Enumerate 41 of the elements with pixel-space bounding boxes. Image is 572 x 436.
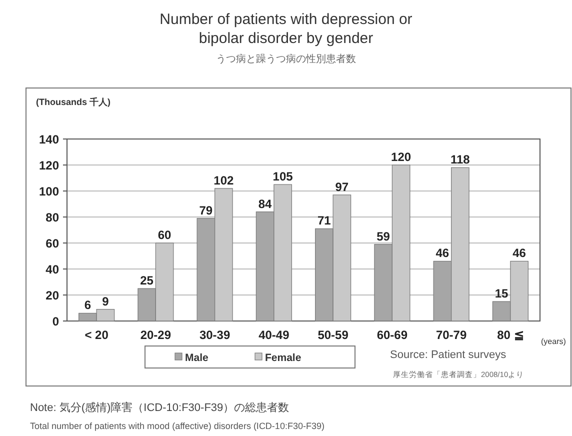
data-label: 84 [258, 196, 272, 211]
data-label: 118 [450, 152, 470, 167]
data-label: 6 [84, 298, 92, 312]
y-tick-label: 60 [46, 236, 60, 250]
x-tick-label: 80 ≦ [497, 328, 524, 342]
data-label: 59 [376, 229, 390, 244]
data-label: 60 [158, 228, 172, 242]
x-tick-label: 20-29 [140, 328, 172, 342]
data-label: 15 [494, 286, 509, 300]
data-label: 46 [436, 246, 450, 260]
data-label: 71 [318, 214, 332, 228]
y-tick-label: 20 [46, 288, 60, 302]
x-tick-label: 70-79 [436, 328, 467, 342]
data-label: 79 [199, 203, 213, 218]
legend-label: Female [265, 352, 302, 364]
data-label: 97 [335, 180, 349, 194]
y-tick-label: 120 [38, 158, 60, 172]
data-label: 102 [214, 173, 234, 188]
x-tick-label: 30-39 [199, 328, 230, 342]
data-label: 9 [102, 294, 110, 308]
y-axis-title: (Thousands 千人) [36, 97, 110, 107]
text: Note: 気分(感情)障害（ICD-10:F30-F39）の総患者数 [30, 401, 290, 414]
data-label: 120 [391, 150, 412, 164]
x-tick-label: 60-69 [376, 328, 408, 342]
data-label: 25 [140, 274, 154, 288]
data-label: 46 [512, 246, 526, 260]
x-tick-label: < 20 [84, 328, 109, 342]
y-tick-label: 80 [46, 210, 60, 224]
data-label: 105 [272, 170, 294, 184]
x-axis-title: (years) [541, 337, 566, 346]
y-tick-label: 100 [38, 184, 60, 198]
y-tick-label: 140 [38, 132, 60, 146]
chart-subtitle: うつ病と躁うつ病の性別患者数 [216, 53, 356, 65]
x-tick-label: 50-59 [318, 328, 349, 342]
x-tick-label: 40-49 [258, 328, 290, 342]
source-note: Source: Patient surveys [390, 349, 507, 361]
y-tick-label: 0 [52, 314, 60, 328]
text: Total number of patients with mood (affective) disorders (ICD-10:F30-F39) [30, 421, 324, 431]
chart-title: Number of patients with depression or bipolar disorder by gender [160, 11, 412, 47]
y-tick-label: 40 [46, 262, 60, 276]
legend-label: Male [185, 352, 209, 364]
